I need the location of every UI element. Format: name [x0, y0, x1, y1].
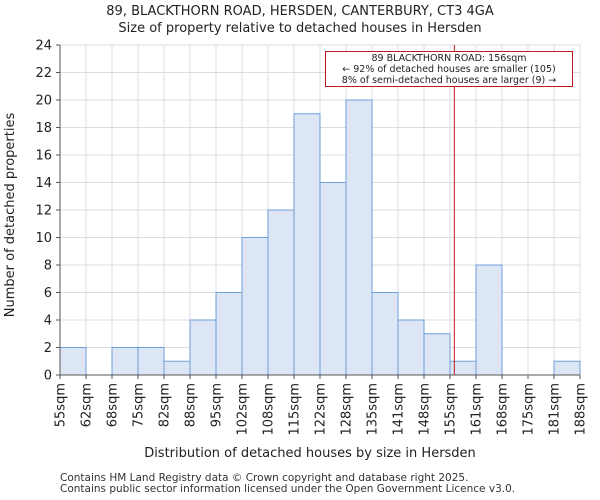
x-tick-label: 181sqm [548, 383, 563, 436]
x-tick-label: 62sqm [80, 383, 95, 427]
y-tick-label: 18 [35, 121, 52, 136]
x-axis-label: Distribution of detached houses by size … [144, 446, 476, 461]
y-tick-label: 0 [44, 369, 52, 384]
property-annotation-box: 89 BLACKTHORN ROAD: 156sqm ← 92% of deta… [325, 51, 573, 87]
y-tick-label: 6 [44, 286, 52, 301]
histogram-bar [111, 347, 139, 376]
y-axis-label: Number of detached properties [3, 113, 18, 318]
y-tick-label: 20 [35, 94, 52, 109]
histogram-bar [267, 209, 295, 376]
histogram-bar [553, 360, 581, 376]
chart-subtitle: Size of property relative to detached ho… [118, 21, 482, 36]
x-tick-label: 75sqm [132, 383, 147, 427]
x-tick-label: 55sqm [54, 383, 69, 427]
x-tick-label: 128sqm [340, 383, 355, 436]
x-tick-label: 88sqm [184, 383, 199, 427]
chart-title: 89, BLACKTHORN ROAD, HERSDEN, CANTERBURY… [106, 4, 494, 19]
histogram-bar [423, 333, 451, 376]
x-tick-label: 155sqm [444, 383, 459, 436]
x-tick-label: 188sqm [574, 383, 589, 436]
y-tick-label: 8 [44, 259, 52, 274]
histogram-bar [137, 347, 165, 376]
attribution-line-2: Contains public sector information licen… [60, 483, 516, 495]
annotation-line-3: 8% of semi-detached houses are larger (9… [341, 75, 557, 86]
y-tick-label: 4 [44, 314, 52, 329]
chart-title-block: 89, BLACKTHORN ROAD, HERSDEN, CANTERBURY… [0, 3, 600, 37]
y-tick-label: 22 [35, 66, 52, 81]
annotation-line-1: 89 BLACKTHORN ROAD: 156sqm [371, 53, 527, 64]
histogram-bar [241, 237, 269, 376]
histogram-bar [319, 182, 347, 376]
y-tick-label: 2 [44, 341, 52, 356]
histogram-bar [475, 264, 503, 376]
y-tick-label: 12 [35, 204, 52, 219]
attribution-line-1: Contains HM Land Registry data © Crown c… [60, 472, 469, 484]
y-tick-label: 24 [35, 39, 52, 54]
histogram-bar [371, 292, 399, 376]
y-tick-label: 10 [35, 231, 52, 246]
x-tick-label: 68sqm [106, 383, 121, 427]
x-tick-label: 108sqm [262, 383, 277, 436]
x-tick-label: 168sqm [496, 383, 511, 436]
x-tick-label: 102sqm [236, 383, 251, 436]
histogram-bar [397, 319, 425, 376]
annotation-line-2: ← 92% of detached houses are smaller (10… [342, 64, 556, 75]
x-tick-label: 115sqm [288, 383, 303, 436]
histogram-bar [59, 347, 87, 376]
x-tick-label: 122sqm [314, 383, 329, 436]
y-tick-label: 14 [35, 176, 52, 191]
attribution-footer: Contains HM Land Registry data © Crown c… [60, 473, 515, 495]
histogram-bar [163, 360, 191, 376]
histogram-bar [189, 319, 217, 376]
histogram-bar [345, 99, 373, 376]
x-tick-label: 141sqm [392, 383, 407, 436]
x-tick-label: 82sqm [158, 383, 173, 427]
x-tick-label: 161sqm [470, 383, 485, 436]
x-tick-label: 95sqm [210, 383, 225, 427]
histogram-bar [215, 292, 243, 376]
histogram-bar [293, 113, 321, 376]
y-tick-label: 16 [35, 149, 52, 164]
x-tick-label: 175sqm [522, 383, 537, 436]
x-tick-label: 135sqm [366, 383, 381, 436]
x-tick-label: 148sqm [418, 383, 433, 436]
